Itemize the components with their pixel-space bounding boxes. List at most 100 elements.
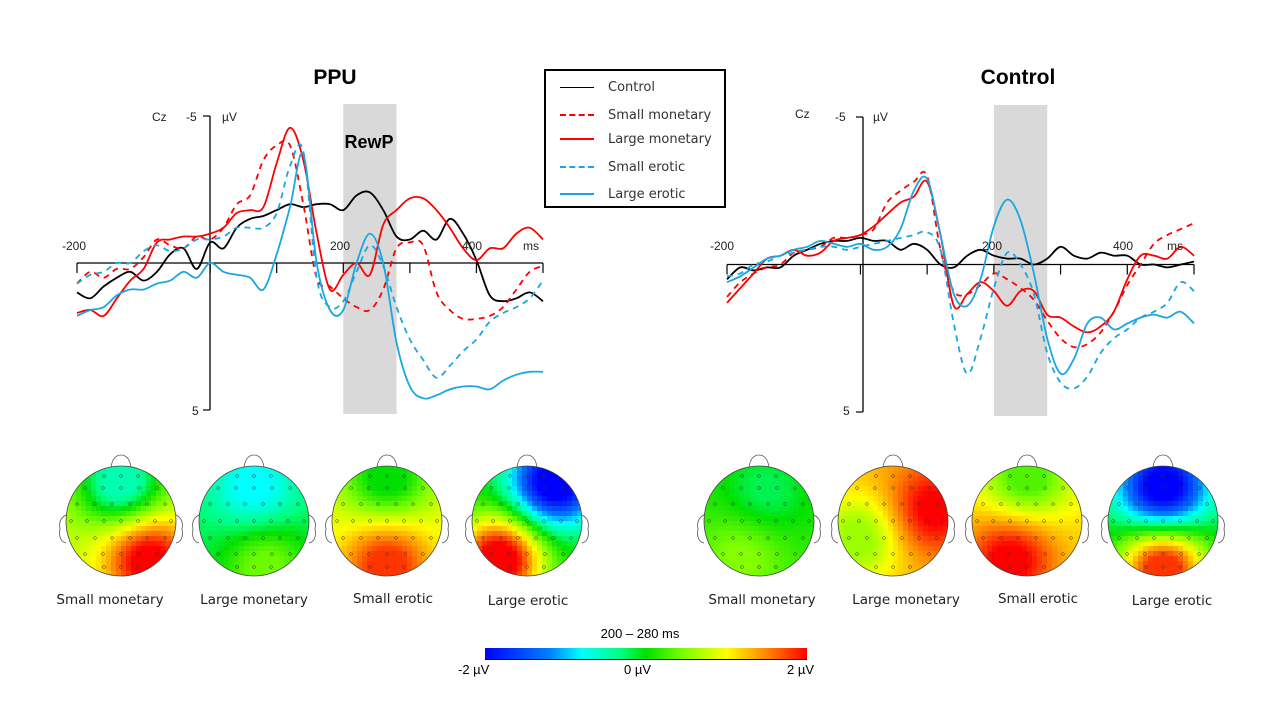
electrode-marker (1161, 474, 1165, 478)
electrode-marker (368, 519, 372, 523)
head-ears-outline (831, 514, 955, 544)
electrode-marker (1059, 519, 1063, 523)
electrode-marker (981, 536, 985, 540)
electrode-marker (757, 565, 761, 569)
electrode-marker (226, 536, 230, 540)
electrode-marker (1007, 486, 1011, 490)
electrode-marker (713, 502, 717, 506)
electrode-marker (110, 536, 114, 540)
electrode-marker (481, 502, 485, 506)
electrode-marker (491, 519, 495, 523)
head-outline (703, 465, 815, 577)
electrode-marker (1125, 552, 1129, 556)
electrode-marker (235, 519, 239, 523)
electrode-marker (218, 519, 222, 523)
electrode-marker (481, 536, 485, 540)
electrode-marker (1144, 519, 1148, 523)
electrode-marker (999, 536, 1003, 540)
electrode-marker (1197, 552, 1201, 556)
channel-label: Cz (795, 107, 810, 121)
electrode-marker (740, 519, 744, 523)
electrode-marker (349, 552, 353, 556)
colorbar-max-label: 2 µV (787, 662, 815, 677)
head-outline (65, 465, 177, 577)
electrode-marker (296, 502, 300, 506)
xtick-label: -200 (710, 239, 734, 253)
electrode-marker (269, 565, 273, 569)
electrode-marker (119, 565, 123, 569)
head-nose-outline (748, 454, 770, 468)
electrode-marker (145, 502, 149, 506)
electrode-marker (740, 565, 744, 569)
electrode-marker (525, 565, 529, 569)
legend-swatch (560, 138, 594, 140)
electrode-marker (243, 536, 247, 540)
electrode-marker (1117, 502, 1121, 506)
electrode-marker (102, 519, 106, 523)
series-line-control (726, 237, 1195, 280)
electrode-marker (226, 502, 230, 506)
electrode-marker (525, 474, 529, 478)
electrode-marker (909, 552, 913, 556)
electrode-marker (731, 536, 735, 540)
electrode-marker (865, 536, 869, 540)
electrode-marker (989, 552, 993, 556)
electrode-marker (278, 536, 282, 540)
electrode-marker (93, 536, 97, 540)
topo-label: Small monetary (708, 592, 816, 608)
electrode-marker (1205, 502, 1209, 506)
rewp-window-band (343, 104, 397, 414)
electrode-marker (927, 552, 931, 556)
series-line-small-monetary (76, 139, 544, 321)
electrode-marker (235, 474, 239, 478)
electrode-marker (1135, 502, 1139, 506)
electrode-marker (927, 486, 931, 490)
electrode-marker (551, 502, 555, 506)
electrode-marker (757, 486, 761, 490)
head-nose-outline (1016, 454, 1038, 468)
electrode-marker (128, 502, 132, 506)
head-nose-outline (882, 454, 904, 468)
electrode-marker (1016, 502, 1020, 506)
electrode-marker (269, 474, 273, 478)
electrode-marker (119, 474, 123, 478)
electrode-marker (234, 486, 238, 490)
electrode-marker (1043, 486, 1047, 490)
electrode-marker (1205, 536, 1209, 540)
electrode-marker (411, 536, 415, 540)
electrode-marker (508, 565, 512, 569)
electrode-marker (269, 519, 273, 523)
head-nose-outline (243, 454, 265, 468)
electrode-marker (1051, 536, 1055, 540)
electrode-marker (402, 565, 406, 569)
electrode-marker (359, 536, 363, 540)
electrode-marker (525, 486, 529, 490)
electrode-marker (234, 552, 238, 556)
electrode-marker (475, 519, 479, 523)
electrode-marker (145, 536, 149, 540)
electrode-marker (252, 552, 256, 556)
electrode-marker (721, 552, 725, 556)
electrode-marker (376, 502, 380, 506)
topo-label: Large erotic (1131, 593, 1213, 609)
electrode-marker (1144, 474, 1148, 478)
legend-label: Large erotic (608, 186, 686, 202)
electrode-marker (1178, 474, 1182, 478)
electrode-marker (208, 502, 212, 506)
x-unit-label: ms (523, 239, 539, 253)
electrode-marker (1111, 519, 1115, 523)
head-ears-outline (325, 514, 449, 544)
head-ears-outline (192, 514, 316, 544)
series-line-small-erotic (726, 230, 1195, 390)
electrode-marker (525, 519, 529, 523)
electrode-marker (385, 552, 389, 556)
electrode-marker (1061, 486, 1065, 490)
head-outline (837, 465, 949, 577)
electrode-marker (489, 486, 493, 490)
electrode-marker (516, 536, 520, 540)
electrode-marker (534, 536, 538, 540)
electrode-marker (376, 536, 380, 540)
ytick-label: -5 (835, 110, 846, 124)
xtick-label: -200 (62, 239, 86, 253)
